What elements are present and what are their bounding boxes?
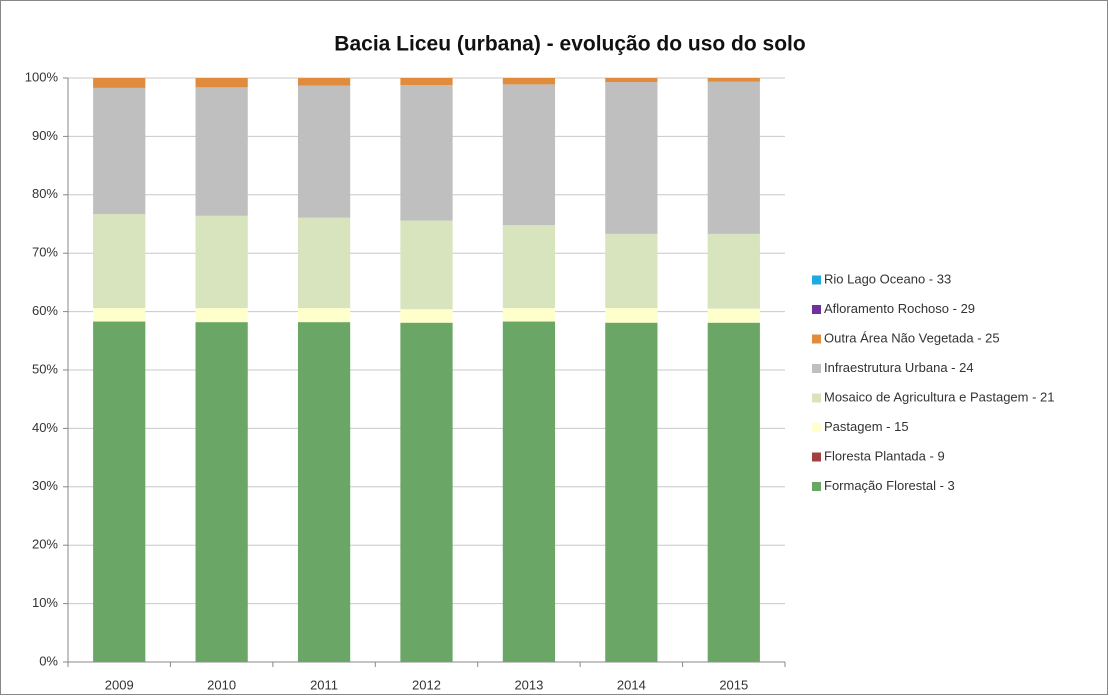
legend-label: Afloramento Rochoso - 29 (824, 301, 975, 316)
y-tick-label: 20% (32, 537, 58, 552)
y-tick-label: 10% (32, 595, 58, 610)
bar-segment (400, 85, 453, 221)
y-tick-label: 0% (39, 653, 58, 668)
legend-swatch (812, 452, 821, 462)
bar-segment (195, 322, 248, 662)
bar-segment (400, 309, 453, 323)
bar-segment (93, 78, 146, 88)
legend-swatch (812, 305, 821, 314)
bar-segment (297, 217, 351, 309)
bar-segment (502, 321, 556, 662)
legend-label: Pastagem - 15 (824, 419, 909, 434)
y-tick-label: 100% (25, 69, 59, 84)
bar-segment (502, 308, 556, 322)
y-tick-label: 70% (32, 245, 58, 260)
bar-segment (195, 78, 248, 88)
bar-segment (707, 78, 760, 82)
bar-segment (502, 84, 556, 226)
legend-swatch (812, 364, 821, 373)
legend-label: Mosaico de Agricultura e Pastagem - 21 (824, 389, 1055, 404)
x-tick-label: 2015 (719, 677, 748, 692)
legend-swatch (812, 393, 821, 403)
bar-segment (93, 214, 146, 309)
x-tick-label: 2013 (514, 677, 543, 692)
chart-title: Bacia Liceu (urbana) - evolução do uso d… (334, 33, 805, 56)
legend-label: Infraestrutura Urbana - 24 (824, 360, 974, 375)
bar-segment (400, 220, 453, 310)
bar-segment (707, 308, 760, 323)
bar-segment (707, 322, 760, 662)
bar-segment (195, 87, 248, 216)
legend-swatch (812, 482, 821, 491)
bar-segment (605, 308, 658, 323)
bar-segment (707, 233, 760, 309)
bar-segment (605, 233, 658, 309)
y-tick-label: 80% (32, 186, 58, 201)
legend-label: Floresta Plantada - 9 (824, 448, 945, 463)
bar-segment (400, 78, 453, 86)
bar-segment (195, 308, 248, 323)
x-tick-label: 2010 (207, 677, 236, 692)
y-tick-label: 30% (32, 478, 58, 493)
bar-segment (502, 225, 556, 309)
bar-segment (605, 78, 658, 83)
bar-segment (297, 78, 351, 86)
bar-segment (605, 82, 658, 234)
y-tick-label: 60% (32, 303, 58, 318)
legend-label: Formação Florestal - 3 (824, 478, 955, 493)
y-tick-label: 40% (32, 420, 58, 435)
bar-segment (93, 87, 146, 215)
bar-segment (297, 322, 351, 662)
x-tick-label: 2012 (412, 677, 441, 692)
y-tick-label: 50% (32, 361, 58, 376)
bar-segment (707, 81, 760, 234)
legend-label: Outra Área Não Vegetada - 25 (824, 330, 1000, 345)
bar-segment (297, 85, 351, 218)
legend-swatch (812, 423, 821, 432)
bar-segment (502, 78, 556, 85)
bar-segment (605, 322, 658, 662)
bar-segment (93, 321, 146, 662)
bar-segment (195, 215, 248, 309)
legend-swatch (812, 334, 821, 344)
x-tick-label: 2014 (617, 677, 646, 692)
y-tick-label: 90% (32, 128, 58, 143)
x-tick-label: 2011 (310, 677, 338, 692)
legend-swatch (812, 275, 821, 285)
legend-label: Rio Lago Oceano - 33 (824, 271, 951, 286)
bar-segment (297, 308, 351, 323)
x-tick-label: 2009 (105, 677, 134, 692)
bar-segment (400, 322, 453, 662)
bar-segment (93, 308, 146, 322)
